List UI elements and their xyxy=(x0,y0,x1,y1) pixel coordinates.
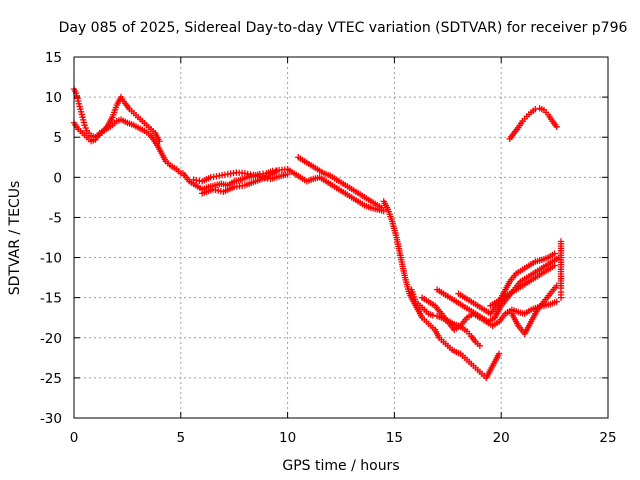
data-point xyxy=(553,123,560,130)
data-point xyxy=(273,167,281,175)
series-track-h xyxy=(380,198,503,382)
y-tick-label: -25 xyxy=(40,371,62,387)
data-point xyxy=(532,105,539,113)
data-point xyxy=(551,262,558,269)
x-tick-label: 0 xyxy=(70,430,79,446)
y-tick-label: 15 xyxy=(45,50,62,66)
grid-layer xyxy=(74,57,608,418)
series-track-m xyxy=(487,262,558,309)
data-point xyxy=(553,298,560,305)
series-track-e xyxy=(198,167,281,197)
y-tick-label: -30 xyxy=(40,411,62,427)
data-point xyxy=(429,312,437,319)
chart-title: Day 085 of 2025, Sidereal Day-to-day VTE… xyxy=(59,20,628,36)
plot-frame xyxy=(73,56,609,419)
y-tick-label: 0 xyxy=(53,170,62,186)
x-tick-label: 5 xyxy=(177,430,186,446)
series-track-g xyxy=(295,154,385,212)
y-tick-label: -10 xyxy=(40,251,62,267)
tick-layer: 0 5 10 15 20 25 -30 -25 -20 -15 -10 -5 0 5 10 15 xyxy=(40,50,617,446)
data-point xyxy=(81,121,88,129)
x-tick-label: 25 xyxy=(599,430,616,446)
data-point xyxy=(495,350,503,358)
series-track-a xyxy=(70,85,163,145)
data-point xyxy=(557,294,565,301)
x-tick-label: 15 xyxy=(386,430,403,446)
y-tick-label: 10 xyxy=(45,90,62,106)
x-tick-label: 20 xyxy=(493,430,510,446)
data-point xyxy=(378,204,385,212)
data-point xyxy=(380,207,387,215)
data-point xyxy=(476,342,484,349)
data-point xyxy=(82,124,89,132)
series-track-b xyxy=(70,116,184,177)
y-tick-label: 5 xyxy=(53,130,62,146)
y-tick-label: -15 xyxy=(40,291,62,307)
data-layer xyxy=(70,85,565,382)
series-track-n xyxy=(508,282,560,337)
series-track-p xyxy=(557,238,565,301)
y-tick-label: -20 xyxy=(40,331,62,347)
data-point xyxy=(551,250,558,257)
y-tick-label: -5 xyxy=(49,210,62,226)
series-track-f xyxy=(284,166,387,215)
series-track-o xyxy=(506,105,560,143)
x-axis-label: GPS time / hours xyxy=(282,458,399,474)
y-axis-label: SDTVAR / TECUs xyxy=(7,181,23,296)
x-tick-label: 10 xyxy=(279,430,296,446)
